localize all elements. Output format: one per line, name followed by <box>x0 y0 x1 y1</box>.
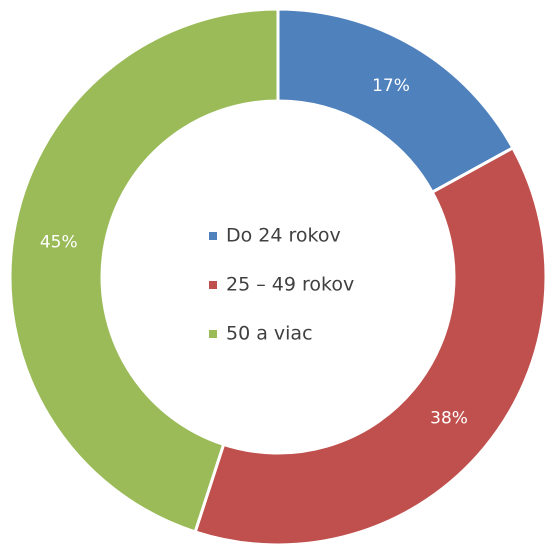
legend-label: 50 a viac <box>226 323 313 345</box>
legend-marker <box>209 330 217 338</box>
legend-label: 25 – 49 rokov <box>226 274 354 296</box>
slice <box>8 7 280 534</box>
slice <box>193 145 547 547</box>
legend-marker <box>209 281 217 289</box>
data-label: 38% <box>430 409 468 429</box>
slice <box>276 7 515 195</box>
data-label: 17% <box>372 76 410 96</box>
legend-marker <box>209 232 217 240</box>
data-label: 45% <box>40 232 78 252</box>
legend-label: Do 24 rokov <box>226 225 341 247</box>
